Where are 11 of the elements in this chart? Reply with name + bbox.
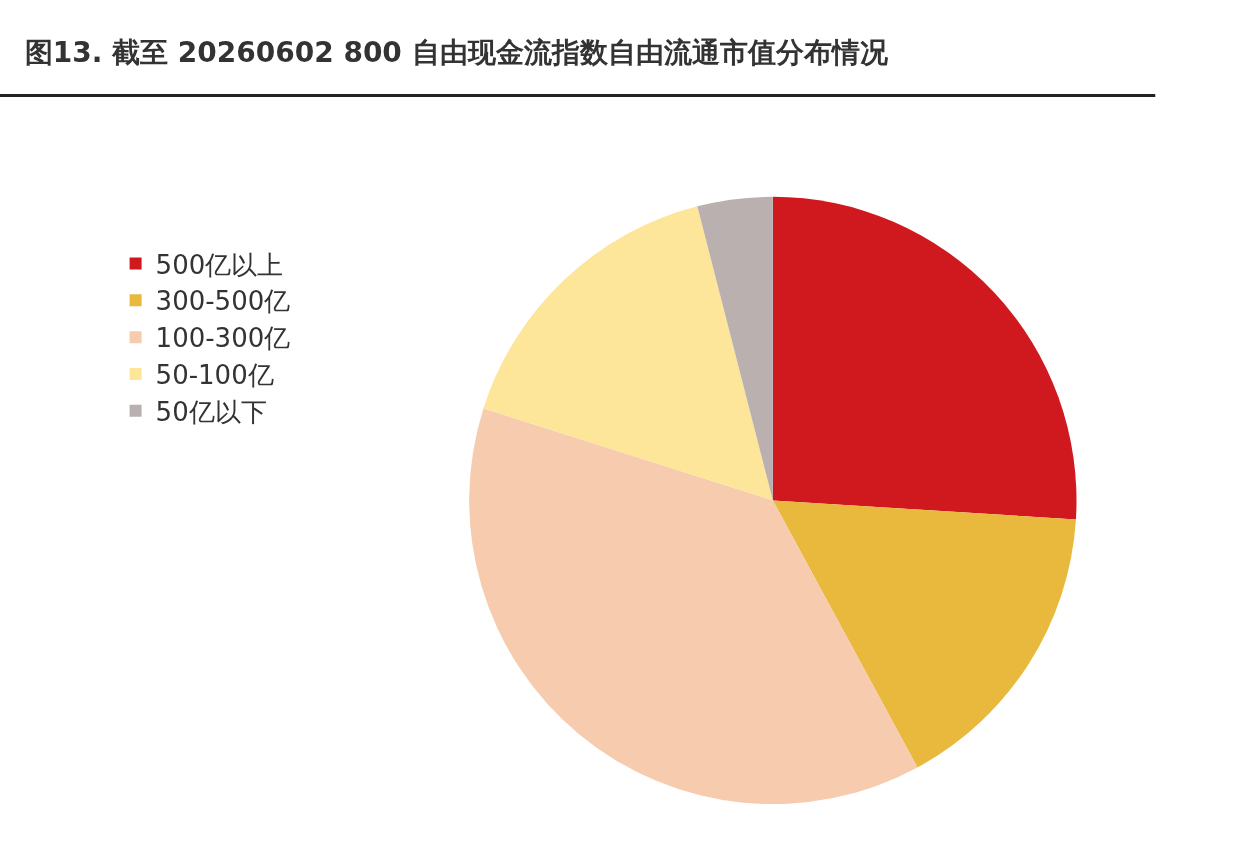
legend-label: 50-100亿 [155, 360, 274, 391]
chart-title: 图13. 截至 20260602 800 自由现金流指数自由流通市值分布情况 [24, 36, 889, 70]
pie-slice [469, 408, 918, 805]
legend-label: 300-500亿 [155, 286, 291, 317]
pie-slice [697, 196, 773, 501]
legend-label: 100-300亿 [155, 323, 291, 354]
legend-label: 50亿以下 [155, 396, 267, 427]
pie-slice [483, 206, 773, 501]
pie-slice [772, 500, 1076, 768]
legend-label: 500亿以上 [155, 249, 284, 280]
pie-slice [772, 196, 1076, 520]
